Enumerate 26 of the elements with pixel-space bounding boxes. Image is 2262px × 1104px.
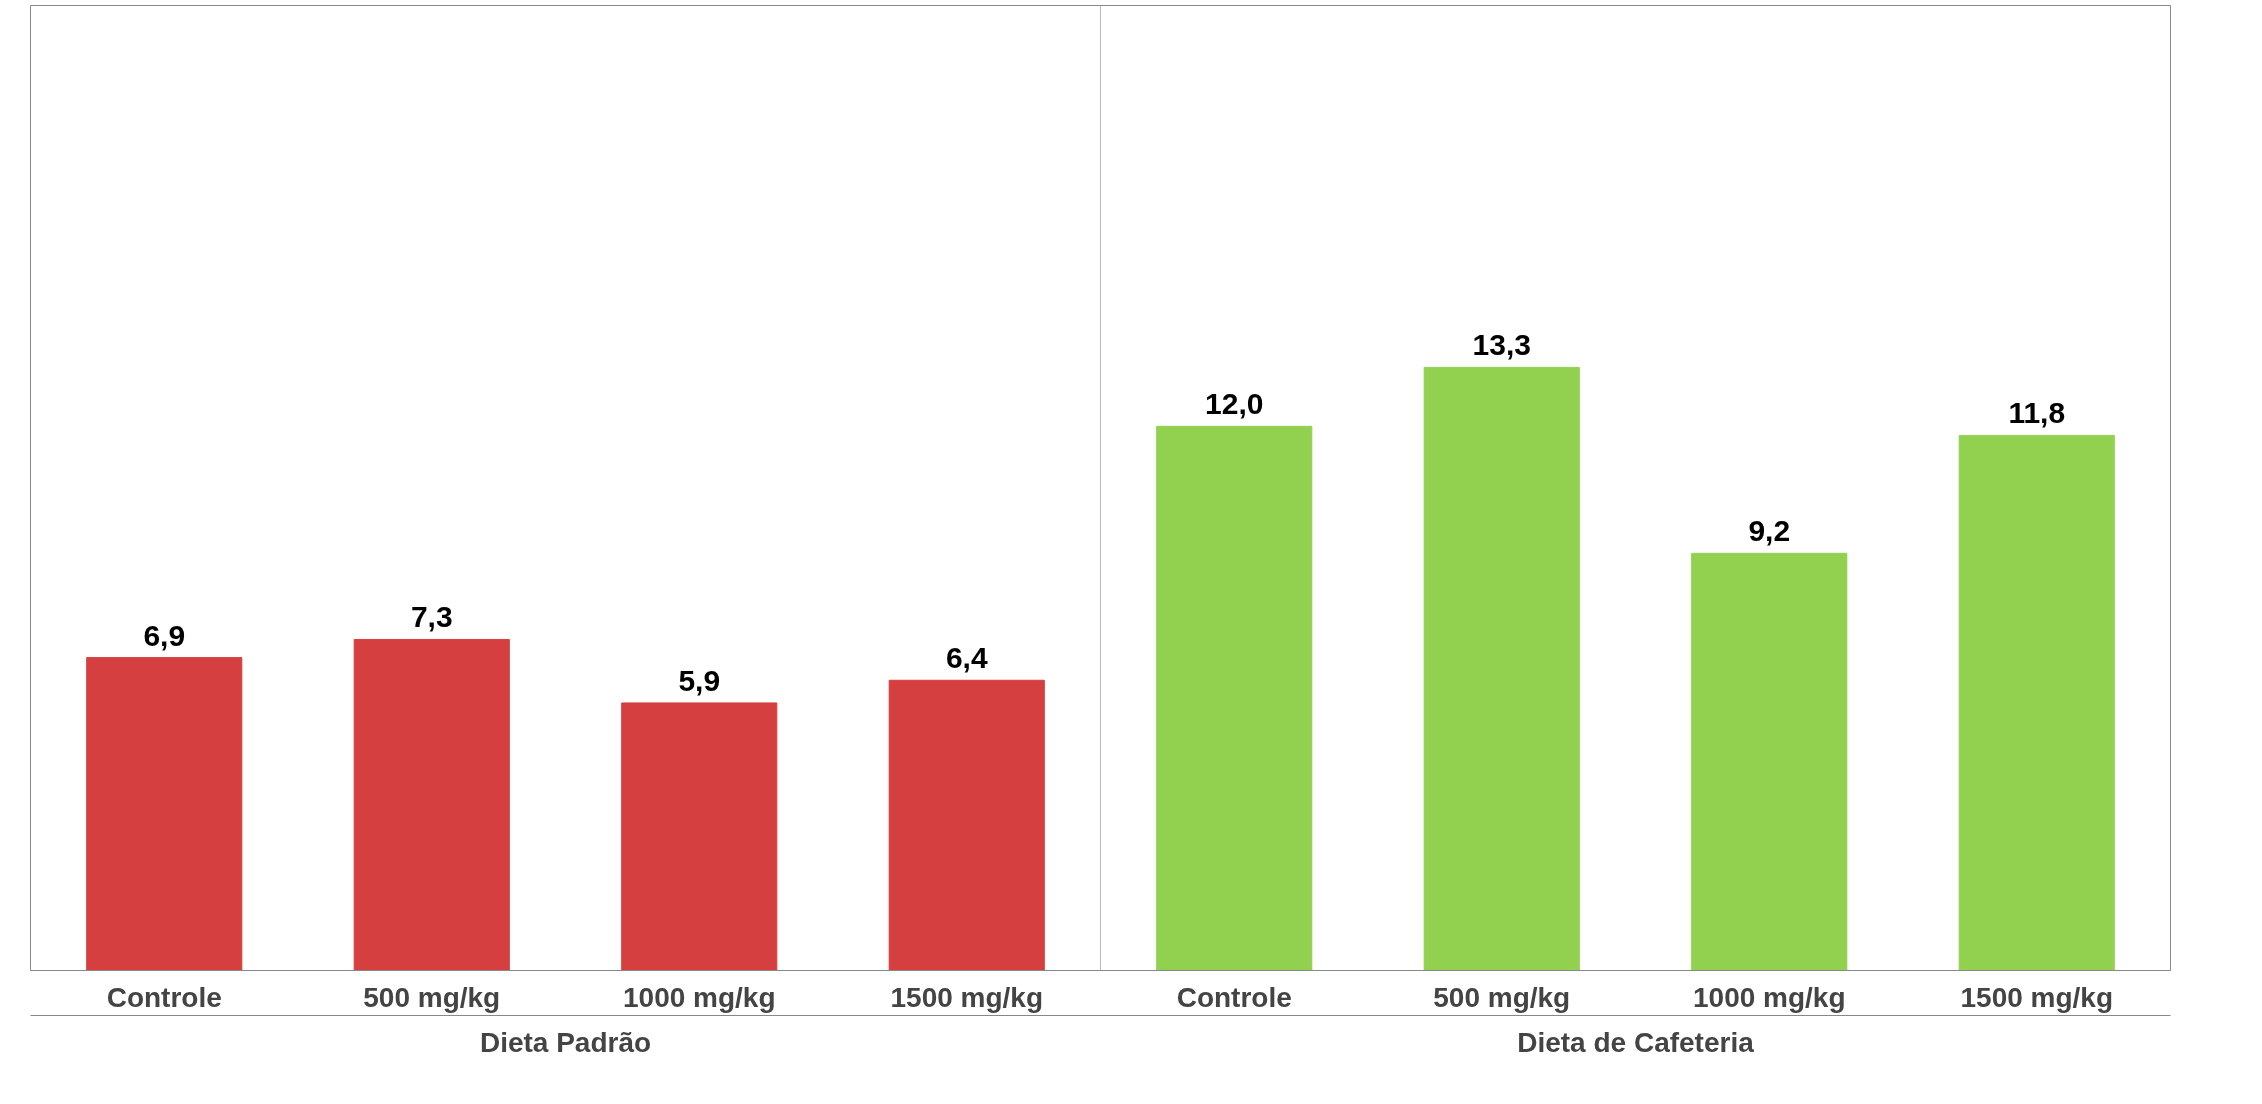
bar [621,702,778,971]
data-label: 6,9 [143,618,186,652]
bar [1423,366,1580,971]
data-label: 11,8 [2008,396,2066,430]
x-tick-label: 1500 mg/kg [1960,981,2114,1013]
data-label: 13,3 [1472,328,1531,362]
bar [86,657,243,971]
bar [888,679,1045,971]
x-tick-label: Controle [106,981,222,1013]
bar [1156,425,1313,971]
data-label: 7,3 [410,600,453,634]
bar [1958,434,2115,971]
x-tick-label: 500 mg/kg [363,981,501,1013]
bar [353,638,510,971]
x-tick-label: 1000 mg/kg [622,981,776,1013]
text: Dieta Padrão [479,1026,652,1058]
x-tick-label: 1500 mg/kg [890,981,1044,1013]
x-tick-label: 500 mg/kg [1433,981,1571,1013]
data-label: 12,0 [1205,387,1264,421]
x-tick-label: Controle [1176,981,1292,1013]
data-label: 5,9 [678,663,721,697]
text: Dieta de Cafeteria [1517,1026,1755,1058]
bar [1691,552,1848,971]
x-tick-label: 1000 mg/kg [1692,981,1846,1013]
data-label: 9,2 [1748,514,1791,548]
data-label: 6,4 [945,641,988,675]
